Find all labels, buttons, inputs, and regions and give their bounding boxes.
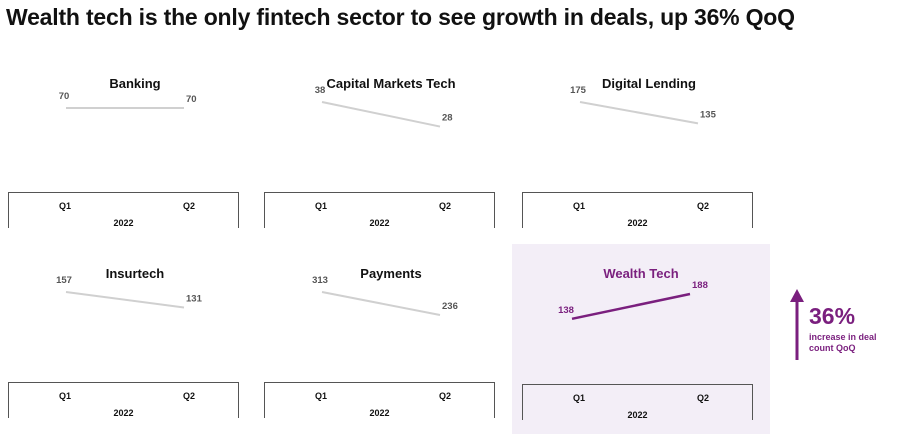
x-tick-label: Q1: [59, 391, 72, 401]
panel-title: Payments: [360, 266, 422, 281]
x-axis-label: 2022: [627, 218, 648, 228]
x-axis-label: 2022: [369, 218, 390, 228]
x-tick-label: Q1: [315, 391, 328, 401]
sparkline-plot: 175 135: [570, 85, 717, 125]
up-arrow-icon: [790, 289, 804, 360]
data-label-q1: 38: [315, 85, 326, 96]
growth-callout: 36% increase in deal count QoQ: [787, 288, 897, 363]
sparkline-plot: 138 188: [558, 280, 708, 321]
callout-text: increase in deal count QoQ: [809, 332, 877, 353]
data-label-q1: 175: [570, 85, 587, 96]
data-label-q1: 313: [312, 275, 328, 286]
x-axis: Q1 Q2 2022: [522, 192, 753, 228]
x-tick-label: Q2: [183, 391, 196, 401]
data-label-q2: 135: [700, 109, 717, 120]
sparkline-plot: 70 70: [59, 91, 197, 109]
x-tick-label: Q1: [315, 201, 328, 211]
series-line: [321, 291, 441, 316]
callout-value: 36%: [809, 303, 856, 329]
panel-title: Banking: [109, 76, 161, 91]
data-label-q2: 236: [442, 301, 458, 312]
x-tick-label: Q2: [439, 201, 452, 211]
x-axis: Q1 Q2 2022: [8, 192, 239, 228]
x-axis-label: 2022: [627, 410, 648, 420]
panel-title: Wealth Tech: [603, 266, 679, 281]
x-axis: Q1 Q2 2022: [8, 382, 239, 418]
x-tick-label: Q2: [697, 393, 710, 403]
x-tick-label: Q2: [697, 201, 710, 211]
series-line: [321, 101, 441, 128]
panel-title: Insurtech: [105, 266, 165, 281]
x-tick-label: Q2: [183, 201, 196, 211]
x-tick-label: Q1: [59, 201, 72, 211]
x-tick-label: Q1: [573, 201, 586, 211]
chart-panel-digital-lending: Digital Lending 175 135 Q1 Q2 2022: [520, 62, 778, 242]
data-label-q2: 28: [442, 113, 453, 124]
chart-panel-wealth-tech: Wealth Tech 138 188 Q1 Q2 2022: [512, 244, 770, 434]
data-label-q1: 157: [56, 275, 72, 286]
series-line: [65, 291, 185, 309]
sparkline-plot: 313 236: [312, 275, 458, 316]
x-axis-label: 2022: [113, 218, 134, 228]
chart-panel-banking: Banking 70 70 Q1 Q2 2022: [6, 62, 264, 242]
x-tick-label: Q2: [439, 391, 452, 401]
data-label-q1: 70: [59, 91, 70, 102]
chart-panel-insurtech: Insurtech 157 131 Q1 Q2 2022: [6, 252, 264, 432]
data-label-q1: 138: [558, 305, 574, 316]
sparkline-plot: 38 28: [315, 85, 453, 128]
chart-title: Wealth tech is the only fintech sector t…: [6, 4, 795, 30]
sparkline-plot: 157 131: [56, 275, 203, 309]
series-line: [571, 292, 691, 321]
data-label-q2: 131: [186, 293, 203, 304]
panel-title: Digital Lending: [602, 76, 696, 91]
data-label-q2: 188: [692, 280, 708, 291]
x-axis-label: 2022: [113, 408, 134, 418]
series-line: [579, 101, 699, 125]
chart-panel-payments: Payments 313 236 Q1 Q2 2022: [262, 252, 520, 432]
x-axis-label: 2022: [369, 408, 390, 418]
panel-title: Capital Markets Tech: [326, 76, 456, 91]
x-axis: Q1 Q2 2022: [264, 382, 495, 418]
x-tick-label: Q1: [573, 393, 586, 403]
x-axis: Q1 Q2 2022: [522, 384, 753, 420]
chart-panel-capital-markets-tech: Capital Markets Tech 38 28 Q1 Q2 2022: [262, 62, 520, 242]
x-axis: Q1 Q2 2022: [264, 192, 495, 228]
data-label-q2: 70: [186, 94, 197, 105]
